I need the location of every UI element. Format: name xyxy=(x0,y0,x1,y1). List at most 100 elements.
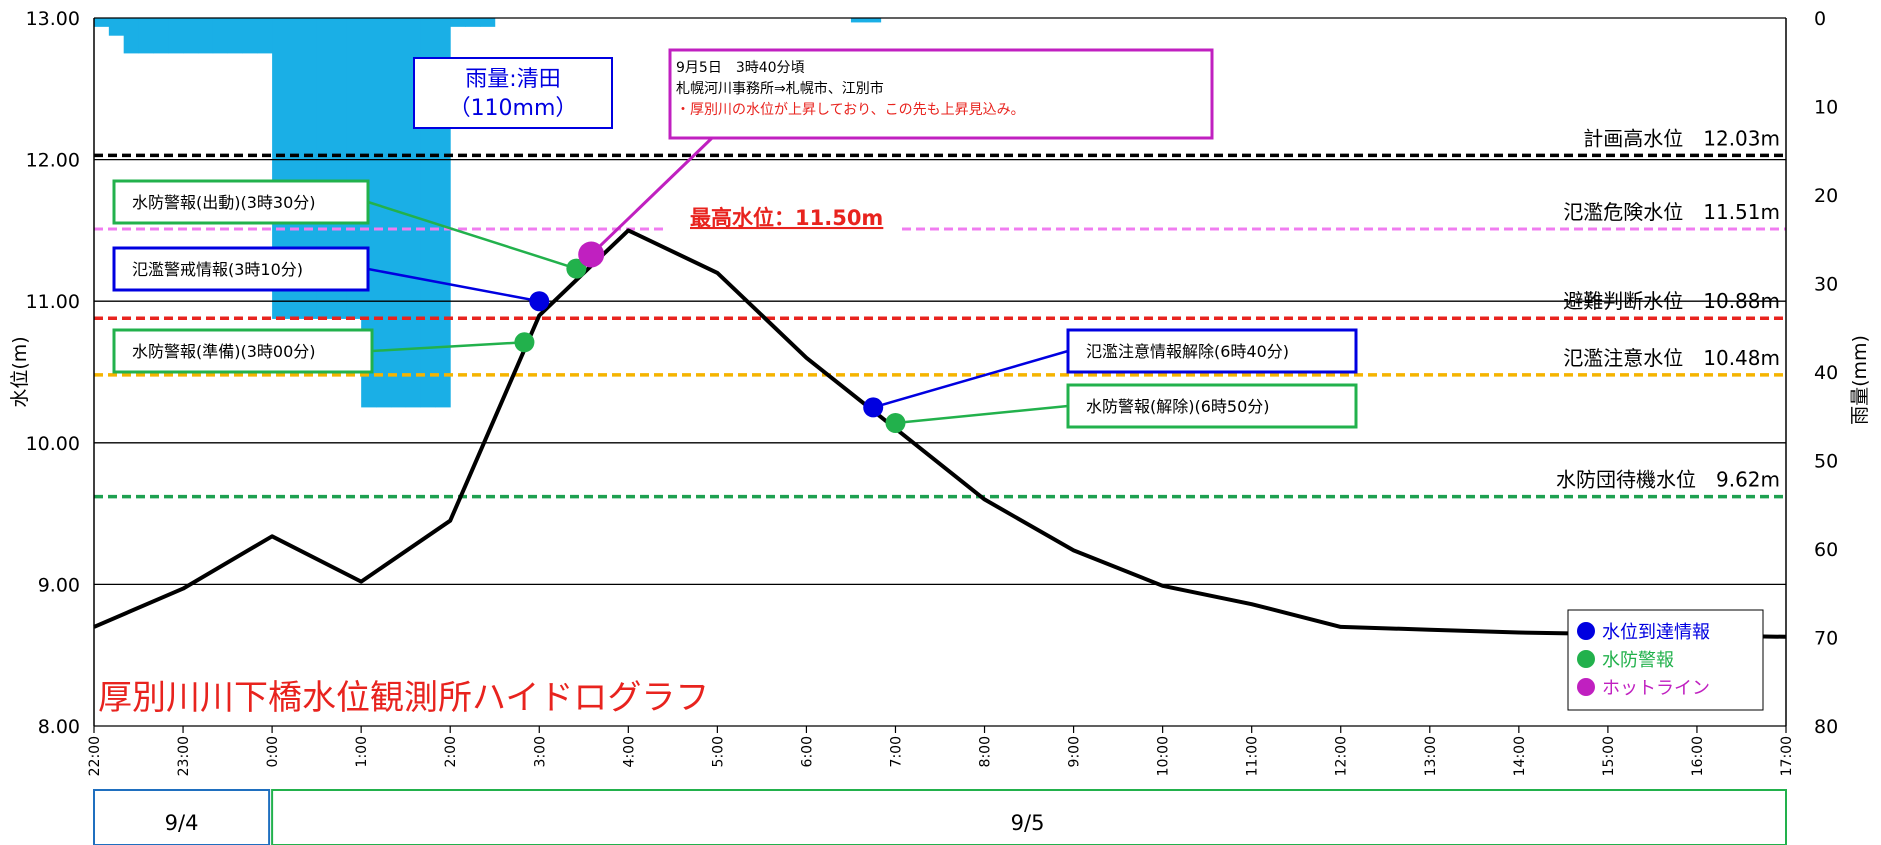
x-tick-label: 10:00 xyxy=(1156,736,1172,776)
date-box xyxy=(93,789,271,845)
y-right-tick-label: 50 xyxy=(1814,451,1838,473)
rain-bar xyxy=(153,18,169,54)
event-markers xyxy=(514,241,906,433)
y-right-tick-label: 10 xyxy=(1814,97,1838,119)
water-level-line xyxy=(93,228,1787,639)
y-left-tick-label: 9.00 xyxy=(38,574,80,596)
x-tick-label: 3:00 xyxy=(532,736,548,767)
axes: 13.00 12.00 11.00 10.00 9.00 8.00 0 10 20 30 40 50 6… xyxy=(26,8,1839,776)
x-tick-label: 1:00 xyxy=(354,736,370,767)
water-level-series xyxy=(93,228,1787,639)
event-marker xyxy=(529,291,550,312)
rain-station-box-frame xyxy=(413,57,613,129)
x-tick-label: 15:00 xyxy=(1601,736,1617,776)
x-tick-label: 9:00 xyxy=(1067,736,1083,767)
rain-bar xyxy=(183,18,199,54)
y-right-tick-label: 0 xyxy=(1814,8,1826,30)
x-tick-label: 5:00 xyxy=(710,736,726,767)
rain-station-box: 雨量:清田 （110mm） xyxy=(413,57,613,129)
threshold-lines: 最高水位：11.50m 計画高水位 12.03m 氾濫危険水位 11.51m 避難判断… xyxy=(94,126,1786,499)
x-tick-label: 8:00 xyxy=(978,736,994,767)
grid-lines xyxy=(94,17,1786,727)
rain-bar xyxy=(272,18,288,319)
x-tick-label: 16:00 xyxy=(1690,736,1706,776)
y-left-tick-label: 13.00 xyxy=(26,8,80,30)
y-right-tick-label: 30 xyxy=(1814,274,1838,296)
rain-bar xyxy=(850,18,867,23)
y-axis-left-label: 水位(m) xyxy=(9,336,31,407)
rain-bar xyxy=(168,18,184,54)
threshold-label: 避難判断水位 10.88m xyxy=(1563,289,1780,313)
event-callout-label: 氾濫注意情報解除(6時40分) xyxy=(1086,342,1289,361)
legend-label: 水位到達情報 xyxy=(1602,622,1710,643)
hotline-message-line: ・厚別川の水位が上昇しており、この先も上昇見込み。 xyxy=(676,102,1025,118)
date-box xyxy=(271,789,1788,845)
x-tick-label: 4:00 xyxy=(621,736,637,767)
rain-bar xyxy=(242,18,258,54)
hotline-message-line: 札幌河川事務所⇒札幌市、江別市 xyxy=(676,80,884,97)
callout-leader xyxy=(872,349,1069,409)
y-left-tick-label: 8.00 xyxy=(38,716,80,738)
x-tick-label: 6:00 xyxy=(799,736,815,767)
event-callout-label: 水防警報(出動)(3時30分) xyxy=(132,193,316,212)
rain-bar xyxy=(376,18,392,408)
y-axis-right-label: 雨量(mm) xyxy=(1849,335,1871,425)
x-tick-label: 23:00 xyxy=(176,736,192,776)
event-callout-label: 氾濫警戒情報(3時10分) xyxy=(132,260,303,279)
event-callouts: 水防警報(準備)(3時00分) 氾濫警戒情報(3時10分) 水防警報(出動)(3時3… xyxy=(112,179,1358,429)
rain-bar xyxy=(108,18,125,36)
legend-label: 水防警報 xyxy=(1602,650,1674,671)
date-boxes: 9/4 9/5 xyxy=(93,789,1788,845)
x-tick-label: 22:00 xyxy=(87,736,103,776)
hotline-leader xyxy=(590,136,714,256)
rain-bar xyxy=(331,18,347,319)
rain-total: （110mm） xyxy=(449,96,578,121)
event-marker xyxy=(514,332,535,353)
legend-marker xyxy=(1577,622,1595,640)
callout-leader xyxy=(367,267,540,303)
event-callout-label: 水防警報(準備)(3時00分) xyxy=(132,342,316,361)
event-marker xyxy=(863,397,884,418)
rain-bar xyxy=(465,18,481,27)
event-marker xyxy=(566,258,587,279)
date-label: 9/4 xyxy=(165,811,199,835)
y-left-tick-label: 11.00 xyxy=(26,291,80,313)
rain-bar xyxy=(450,18,466,27)
rain-bar xyxy=(212,18,229,54)
y-right-tick-label: 70 xyxy=(1814,628,1838,650)
event-callout-label: 水防警報(解除)(6時50分) xyxy=(1086,397,1270,416)
rain-bar xyxy=(227,18,243,54)
callout-leader xyxy=(895,404,1069,425)
callout-leader xyxy=(367,200,577,270)
rain-bar xyxy=(123,18,140,54)
rain-bar xyxy=(94,18,110,27)
rain-bar xyxy=(346,18,362,319)
rain-bar xyxy=(197,18,214,54)
peak-level-label: 最高水位：11.50m xyxy=(690,206,883,230)
y-right-tick-label: 40 xyxy=(1814,362,1838,384)
rain-bar xyxy=(316,18,332,319)
x-tick-label: 0:00 xyxy=(265,736,281,767)
legend-marker xyxy=(1577,650,1595,668)
legend-marker xyxy=(1577,678,1595,696)
event-callout-box xyxy=(112,328,374,374)
x-tick-label: 12:00 xyxy=(1334,736,1350,776)
y-right-tick-label: 20 xyxy=(1814,185,1838,207)
chart-title: 厚別川川下橋水位観測所ハイドログラフ xyxy=(98,678,709,718)
y-left-tick-label: 10.00 xyxy=(26,433,80,455)
callout-leader xyxy=(371,341,525,353)
rain-station-name: 雨量:清田 xyxy=(465,67,560,92)
y-left-tick-label: 12.00 xyxy=(26,150,80,172)
event-marker xyxy=(885,412,906,433)
x-tick-label: 17:00 xyxy=(1779,736,1795,776)
y-right-tick-label: 60 xyxy=(1814,539,1838,561)
x-tick-label: 7:00 xyxy=(888,736,904,767)
date-label: 9/5 xyxy=(1011,811,1045,835)
hotline-message-line: 9月5日 3時40分頃 xyxy=(676,60,805,76)
event-callout-box xyxy=(112,179,370,225)
rain-bar xyxy=(138,18,154,54)
event-callout-box xyxy=(1066,328,1358,374)
rain-bar xyxy=(479,18,496,27)
